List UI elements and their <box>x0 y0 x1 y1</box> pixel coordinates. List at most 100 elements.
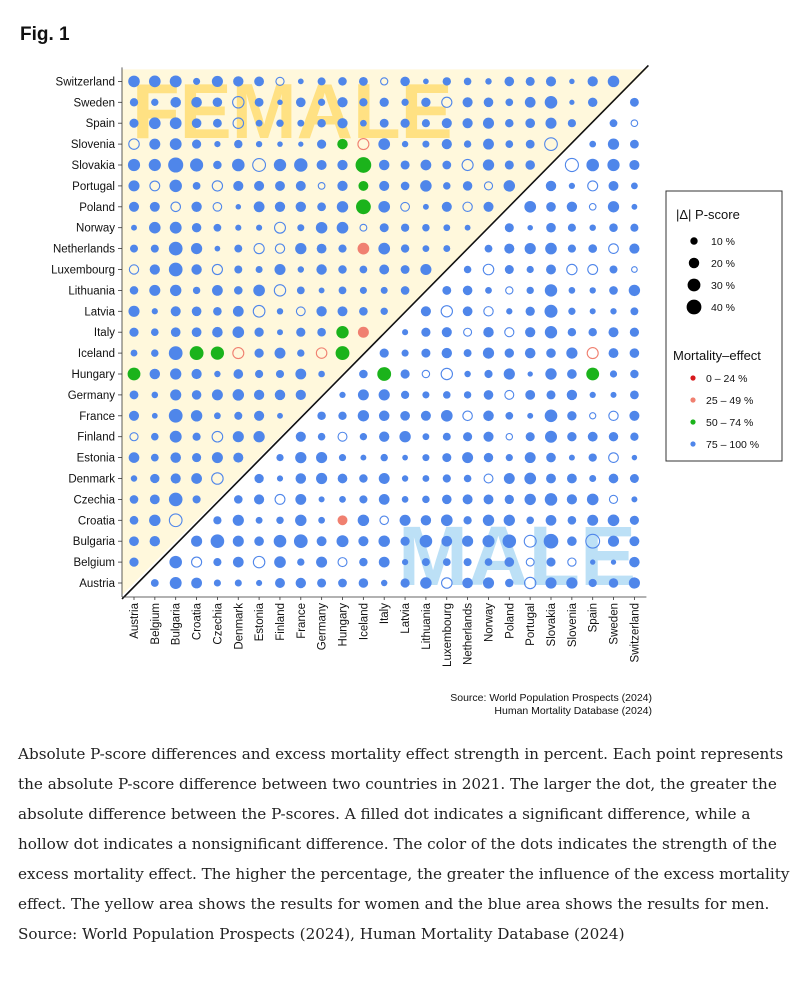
x-tick-label-netherlands: Netherlands <box>463 603 475 665</box>
dot-lithuania-czechia <box>212 285 223 296</box>
dot-latvia-slovakia <box>544 304 558 318</box>
dot-belgium-norway <box>484 558 493 566</box>
dot-france-lithuania <box>420 410 431 421</box>
chart-source: Source: World Population Prospects (2024… <box>450 692 652 718</box>
dot-finland-slovenia <box>567 432 577 442</box>
dot-france-sweden <box>608 410 619 422</box>
dot-finland-netherlands <box>463 432 473 442</box>
dot-iceland-spain <box>586 347 599 360</box>
dot-denmark-czechia <box>211 472 224 485</box>
y-tick-label-sweden: Sweden <box>73 97 115 109</box>
dot-austria-portugal <box>524 576 537 590</box>
dot-slovakia-slovenia <box>564 157 579 173</box>
dot-belgium-denmark <box>232 556 244 568</box>
dot-spain-denmark <box>232 117 245 130</box>
dot-austria-bulgaria <box>169 577 182 589</box>
dot-slovakia-norway <box>482 159 495 171</box>
dot-hungary-switzerland <box>630 369 639 379</box>
dot-spain-germany <box>317 118 326 128</box>
dot-denmark-france <box>295 473 307 484</box>
y-tick-label-austria: Austria <box>79 578 115 590</box>
dot-netherlands-denmark <box>234 244 243 253</box>
dot-poland-italy <box>378 200 391 213</box>
dot-hungary-slovakia <box>545 368 557 380</box>
dot-lithuania-croatia <box>192 286 201 295</box>
dot-spain-france <box>297 119 305 127</box>
dot-italy-poland <box>504 327 515 338</box>
legend-color-dot-1 <box>690 397 696 403</box>
dot-croatia-sweden <box>607 514 620 527</box>
dot-slovenia-portugal <box>525 139 535 149</box>
dot-switzerland-spain <box>587 76 598 87</box>
dot-czechia-sweden <box>608 494 619 505</box>
dot-portugal-bulgaria <box>169 179 182 193</box>
dot-luxembourg-czechia <box>211 263 223 276</box>
dot-germany-spain <box>589 391 596 398</box>
legend-color-title: Mortality–effect <box>673 348 761 363</box>
x-tick-label-denmark: Denmark <box>233 603 245 650</box>
dot-norway-germany <box>315 221 328 234</box>
dot-latvia-luxembourg <box>440 305 453 318</box>
dot-germany-denmark <box>232 389 245 401</box>
dot-slovakia-czechia <box>213 160 222 170</box>
dot-estonia-portugal <box>524 452 536 464</box>
dot-slovenia-hungary <box>337 138 348 150</box>
dot-sweden-estonia <box>254 97 264 107</box>
dot-germany-portugal <box>525 389 536 400</box>
dot-bulgaria-austria <box>129 536 139 547</box>
dot-luxembourg-slovenia <box>566 263 578 276</box>
dot-germany-luxembourg <box>443 391 451 399</box>
dot-poland-switzerland <box>631 203 638 210</box>
y-tick-label-poland: Poland <box>79 202 115 214</box>
dot-belgium-france <box>297 558 305 566</box>
dot-slovenia-netherlands <box>463 140 472 148</box>
dot-denmark-finland <box>276 475 284 482</box>
dot-sweden-germany <box>317 98 326 106</box>
dot-iceland-croatia <box>189 346 204 361</box>
dot-estonia-hungary <box>338 454 347 462</box>
dot-portugal-estonia <box>254 180 265 191</box>
y-tick-label-finland: Finland <box>77 432 115 444</box>
dot-denmark-croatia <box>191 473 202 484</box>
dot-belgium-hungary <box>337 557 348 568</box>
dot-poland-france <box>295 201 306 212</box>
dot-poland-sweden <box>607 201 620 213</box>
dot-austria-belgium <box>150 579 159 587</box>
dot-switzerland-bulgaria <box>169 75 182 88</box>
x-tick-label-germany: Germany <box>317 603 329 651</box>
legend-color-dot-3 <box>690 441 696 447</box>
dot-netherlands-lithuania <box>422 245 430 253</box>
dot-sweden-belgium <box>151 98 159 106</box>
dot-finland-hungary <box>337 431 348 442</box>
dot-netherlands-luxembourg <box>443 245 451 253</box>
dot-spain-estonia <box>255 119 263 127</box>
dot-germany-finland <box>274 389 286 401</box>
dot-belgium-iceland <box>359 557 368 567</box>
dot-portugal-italy <box>379 180 390 191</box>
dot-estonia-slovenia <box>568 454 575 461</box>
dot-netherlands-iceland <box>357 242 370 255</box>
dot-italy-switzerland <box>629 327 640 337</box>
dot-lithuania-luxembourg <box>442 285 452 295</box>
dot-bulgaria-hungary <box>336 535 349 548</box>
dot-belgium-slovakia <box>546 557 556 567</box>
dot-austria-slovakia <box>545 577 557 589</box>
dot-croatia-slovakia <box>545 514 557 526</box>
dot-france-slovakia <box>544 409 558 423</box>
dot-iceland-finland <box>274 347 286 359</box>
dot-germany-iceland <box>357 389 369 401</box>
dot-latvia-belgium <box>151 308 158 315</box>
y-tick-label-spain: Spain <box>86 118 115 130</box>
dot-portugal-netherlands <box>462 181 473 191</box>
dot-portugal-luxembourg <box>443 182 451 190</box>
dot-slovakia-luxembourg <box>442 160 452 170</box>
dot-bulgaria-luxembourg <box>441 535 453 547</box>
dot-estonia-norway <box>483 452 494 463</box>
legend-size-label-10: 10 % <box>711 236 735 248</box>
y-tick-label-hungary: Hungary <box>72 369 116 381</box>
dot-finland-portugal <box>525 432 535 442</box>
dot-iceland-sweden <box>608 348 619 359</box>
dot-slovenia-latvia <box>401 140 409 148</box>
legend-size-title: |Δ| P-score <box>676 207 740 222</box>
dot-lithuania-finland <box>273 284 287 297</box>
